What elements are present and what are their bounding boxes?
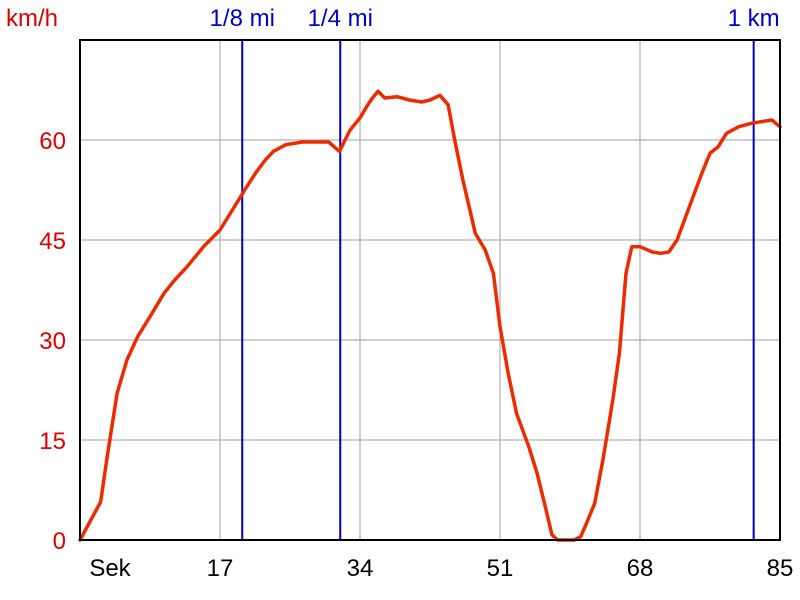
speed-series-line <box>78 89 782 542</box>
distance-markers: 1/8 mi 1/4 mi 1 km <box>210 5 780 540</box>
distance-marker-label: 1/4 mi <box>308 5 373 32</box>
x-tick-label: 34 <box>347 555 374 582</box>
y-axis-unit-label: km/h <box>6 5 58 32</box>
y-tick-labels: 0 15 30 45 60 <box>39 128 66 555</box>
x-tick-labels: 17 34 51 68 85 <box>207 555 794 582</box>
x-axis-unit-label: Sek <box>89 555 131 582</box>
x-tick-label: 51 <box>487 555 514 582</box>
y-tick-label: 45 <box>39 228 66 255</box>
x-tick-label: 17 <box>207 555 234 582</box>
plot-frame <box>79 39 781 541</box>
y-tick-label: 30 <box>39 328 66 355</box>
y-tick-label: 0 <box>53 528 66 555</box>
distance-marker-label: 1 km <box>728 5 780 32</box>
x-tick-label: 68 <box>627 555 654 582</box>
grid <box>80 40 780 540</box>
x-tick-label: 85 <box>767 555 794 582</box>
y-tick-label: 15 <box>39 428 66 455</box>
series-group <box>78 89 782 542</box>
distance-marker-label: 1/8 mi <box>210 5 275 32</box>
y-tick-label: 60 <box>39 128 66 155</box>
